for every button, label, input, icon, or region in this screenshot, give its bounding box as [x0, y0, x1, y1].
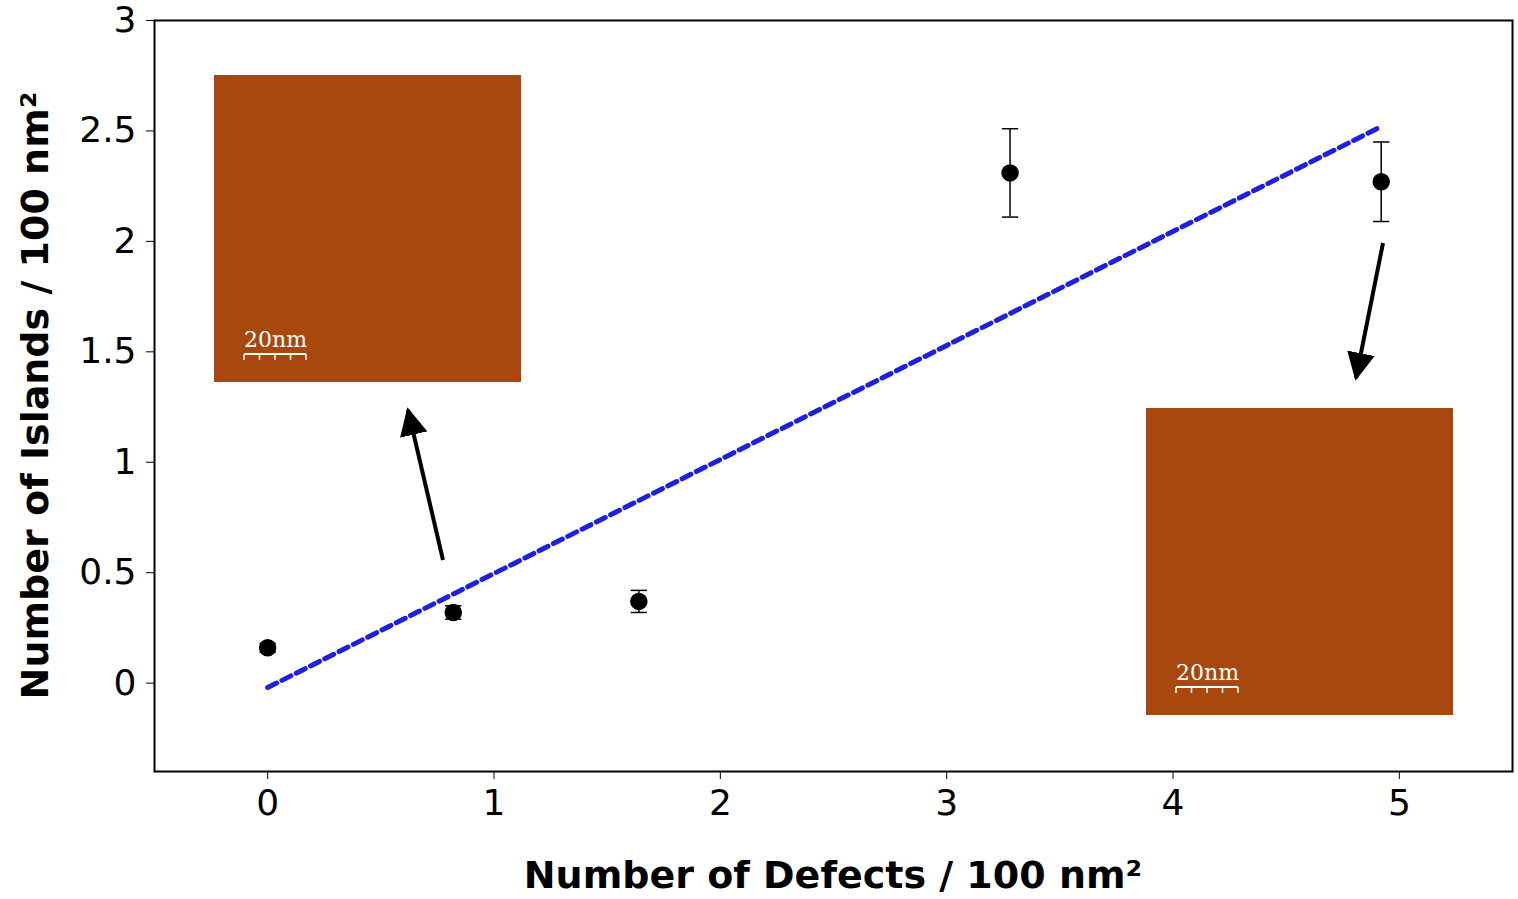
svg-text:0: 0	[256, 782, 279, 823]
svg-text:0: 0	[114, 662, 137, 703]
svg-text:1: 1	[483, 782, 506, 823]
svg-text:2: 2	[114, 220, 137, 261]
svg-text:1: 1	[114, 441, 137, 482]
svg-text:20nm: 20nm	[1176, 660, 1239, 685]
svg-text:3: 3	[935, 782, 958, 823]
svg-text:3: 3	[114, 0, 137, 40]
svg-text:Number of Islands / 100 nm²: Number of Islands / 100 nm²	[13, 92, 57, 700]
svg-text:20nm: 20nm	[244, 327, 307, 352]
svg-text:2.5: 2.5	[79, 109, 136, 150]
svg-text:2: 2	[709, 782, 732, 823]
svg-text:4: 4	[1162, 782, 1185, 823]
svg-text:5: 5	[1388, 782, 1411, 823]
svg-text:0.5: 0.5	[79, 551, 136, 592]
svg-text:1.5: 1.5	[79, 330, 136, 371]
svg-text:Number of Defects / 100 nm²: Number of Defects / 100 nm²	[524, 853, 1142, 897]
